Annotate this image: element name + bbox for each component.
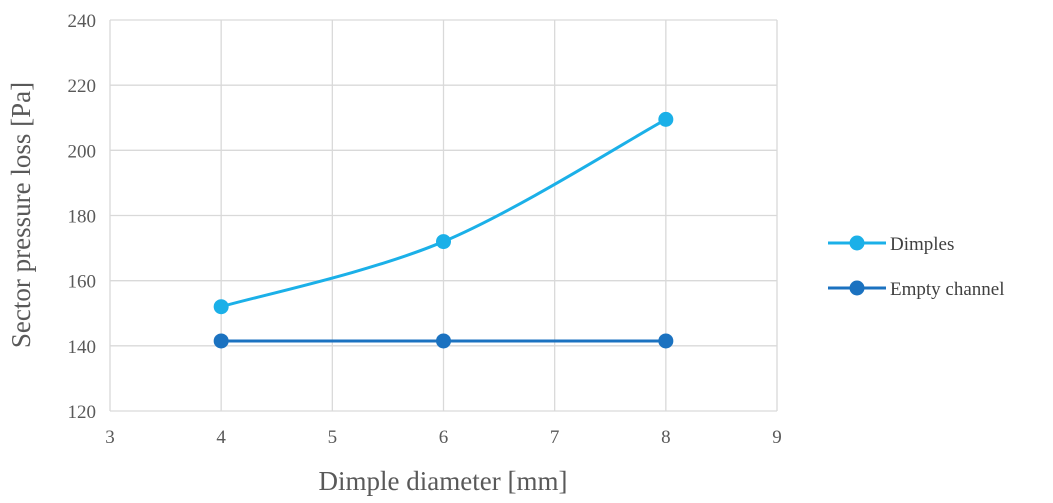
y-tick-label: 180 [68, 207, 97, 228]
legend-label-empty-channel: Empty channel [890, 279, 1005, 300]
series-layer [213, 111, 674, 349]
data-point-dimples [213, 299, 229, 315]
y-tick-label: 120 [68, 402, 97, 423]
x-tick-label: 5 [328, 427, 338, 448]
y-tick-label: 160 [68, 272, 97, 293]
y-axis-ticks: 120 140 160 180 200 220 240 [68, 11, 97, 423]
x-tick-label: 9 [772, 427, 782, 448]
x-axis-title: Dimple diameter [mm] [319, 466, 568, 496]
gridlines [109, 19, 778, 412]
legend-marker-empty-channel [849, 280, 865, 296]
data-point-empty-channel [436, 333, 451, 349]
x-tick-label: 8 [661, 427, 671, 448]
legend: Dimples Empty channel [828, 234, 1005, 300]
y-tick-label: 200 [68, 141, 97, 162]
data-point-dimples [436, 234, 451, 250]
legend-marker-dimples [849, 235, 865, 251]
x-tick-label: 7 [550, 427, 560, 448]
legend-label-dimples: Dimples [890, 234, 954, 255]
x-axis-ticks: 3 4 5 6 7 8 9 [105, 427, 782, 448]
y-axis-title: Sector pressure loss [Pa] [6, 82, 36, 348]
y-tick-label: 140 [68, 337, 97, 358]
data-point-empty-channel [658, 333, 674, 349]
data-point-empty-channel [213, 333, 229, 349]
y-tick-label: 240 [68, 11, 97, 32]
y-tick-label: 220 [68, 76, 97, 97]
x-tick-label: 6 [439, 427, 449, 448]
data-point-dimples [658, 111, 674, 127]
x-tick-label: 4 [216, 427, 226, 448]
x-tick-label: 3 [105, 427, 115, 448]
